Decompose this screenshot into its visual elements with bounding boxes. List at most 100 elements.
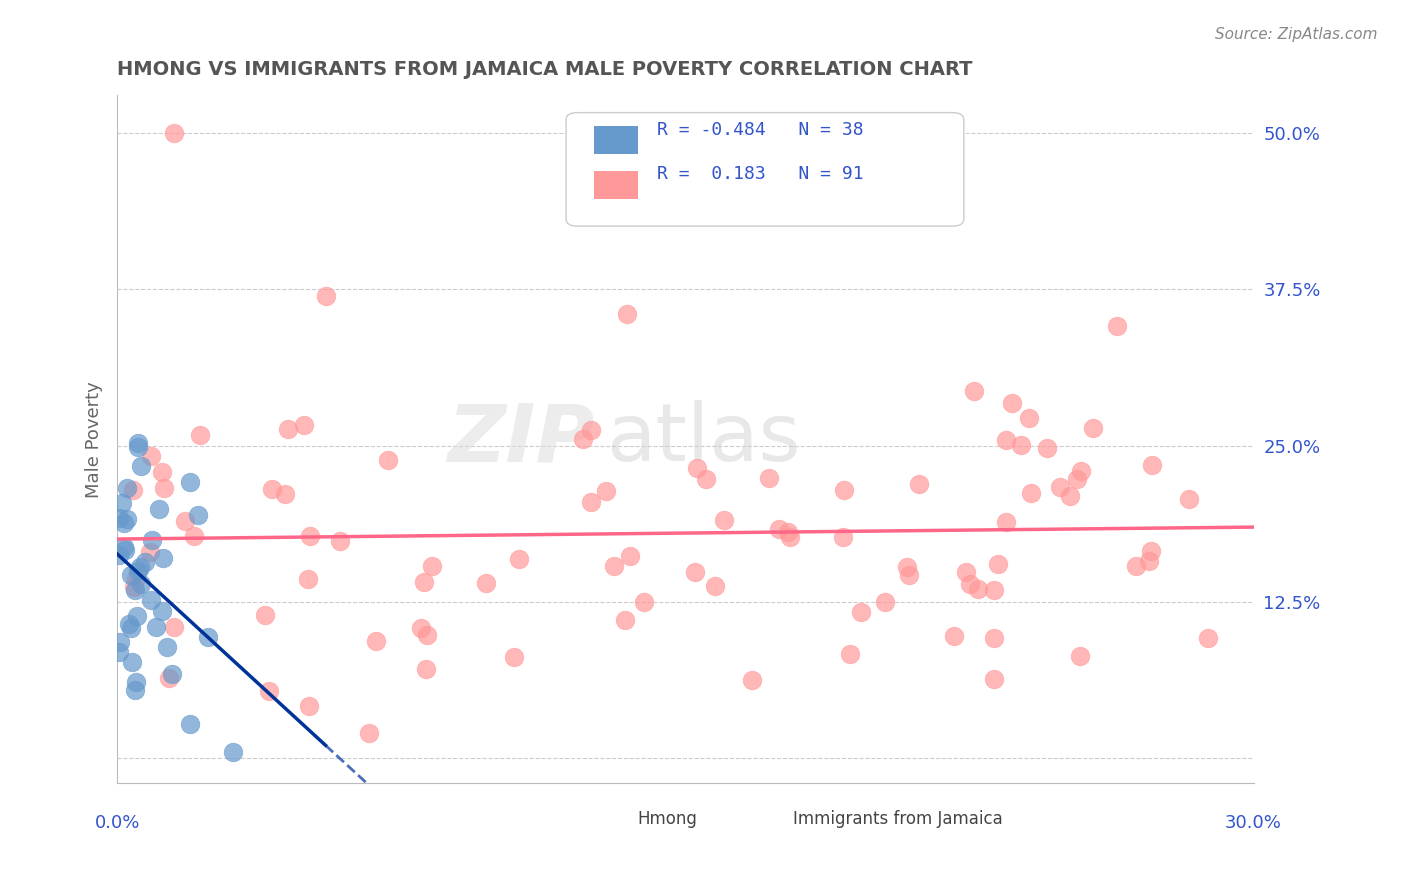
Point — [1140, 544, 1163, 558]
Point — [579, 423, 602, 437]
Point — [1019, 486, 1042, 500]
Point — [614, 613, 637, 627]
Point — [125, 572, 148, 586]
Point — [1081, 421, 1104, 435]
Point — [1177, 492, 1199, 507]
Point — [633, 594, 655, 608]
Point — [121, 483, 143, 497]
Point — [155, 640, 177, 654]
Point — [134, 555, 156, 569]
Point — [686, 461, 709, 475]
Point — [150, 603, 173, 617]
Point — [297, 572, 319, 586]
Text: R =  0.183   N = 91: R = 0.183 N = 91 — [657, 165, 863, 184]
Point — [188, 428, 211, 442]
Point — [413, 574, 436, 589]
Point — [1018, 411, 1040, 425]
Point — [898, 567, 921, 582]
Point — [141, 533, 163, 547]
Point — [943, 629, 966, 643]
Point — [127, 440, 149, 454]
Point — [125, 674, 148, 689]
FancyBboxPatch shape — [595, 171, 638, 199]
Point — [602, 558, 624, 573]
Point — [139, 544, 162, 558]
Point — [124, 582, 146, 597]
Point — [139, 449, 162, 463]
Point — [129, 576, 152, 591]
Point — [179, 716, 201, 731]
Point — [1105, 318, 1128, 333]
Point — [508, 551, 530, 566]
Point — [197, 631, 219, 645]
Point — [222, 745, 245, 759]
Point — [955, 565, 977, 579]
Point — [616, 307, 638, 321]
Point — [329, 534, 352, 549]
Point — [768, 522, 790, 536]
Point — [595, 483, 617, 498]
Point — [112, 540, 135, 554]
Text: Source: ZipAtlas.com: Source: ZipAtlas.com — [1215, 27, 1378, 42]
Point — [415, 662, 437, 676]
Point — [150, 465, 173, 479]
Point — [162, 667, 184, 681]
Point — [758, 471, 780, 485]
Point — [377, 452, 399, 467]
Point — [127, 436, 149, 450]
Point — [995, 433, 1018, 447]
Point — [187, 508, 209, 523]
Point — [127, 564, 149, 578]
Point — [983, 632, 1005, 646]
Point — [152, 481, 174, 495]
Text: R = -0.484   N = 38: R = -0.484 N = 38 — [657, 120, 863, 138]
Point — [298, 529, 321, 543]
Point — [315, 288, 337, 302]
Point — [114, 543, 136, 558]
Point — [832, 483, 855, 497]
Point — [162, 620, 184, 634]
Point — [1070, 465, 1092, 479]
Text: ZIP: ZIP — [447, 401, 595, 478]
Point — [1142, 458, 1164, 472]
Point — [125, 608, 148, 623]
Point — [776, 524, 799, 539]
Point — [832, 530, 855, 544]
Point — [108, 645, 131, 659]
Point — [1036, 442, 1059, 456]
Circle shape — [602, 806, 627, 822]
Point — [995, 516, 1018, 530]
Point — [416, 628, 439, 642]
Point — [277, 422, 299, 436]
Point — [174, 514, 197, 528]
Point — [409, 621, 432, 635]
Point — [117, 512, 139, 526]
FancyBboxPatch shape — [567, 112, 965, 226]
Point — [420, 559, 443, 574]
Point — [183, 529, 205, 543]
Point — [129, 459, 152, 474]
Point — [1059, 489, 1081, 503]
Point — [152, 550, 174, 565]
Point — [145, 620, 167, 634]
Point — [779, 530, 801, 544]
Point — [163, 126, 186, 140]
FancyBboxPatch shape — [595, 127, 638, 154]
Point — [1010, 438, 1032, 452]
Point — [1197, 632, 1219, 646]
Point — [475, 575, 498, 590]
Point — [581, 494, 603, 508]
Point — [619, 549, 641, 563]
Point — [963, 384, 986, 399]
Point — [908, 477, 931, 491]
Y-axis label: Male Poverty: Male Poverty — [86, 381, 103, 498]
Point — [124, 682, 146, 697]
Text: 30.0%: 30.0% — [1225, 814, 1282, 832]
Point — [259, 683, 281, 698]
Point — [1049, 480, 1071, 494]
Point — [983, 582, 1005, 597]
Point — [572, 432, 595, 446]
Point — [839, 647, 862, 661]
Point — [704, 579, 727, 593]
Text: Immigrants from Jamaica: Immigrants from Jamaica — [793, 811, 1002, 829]
